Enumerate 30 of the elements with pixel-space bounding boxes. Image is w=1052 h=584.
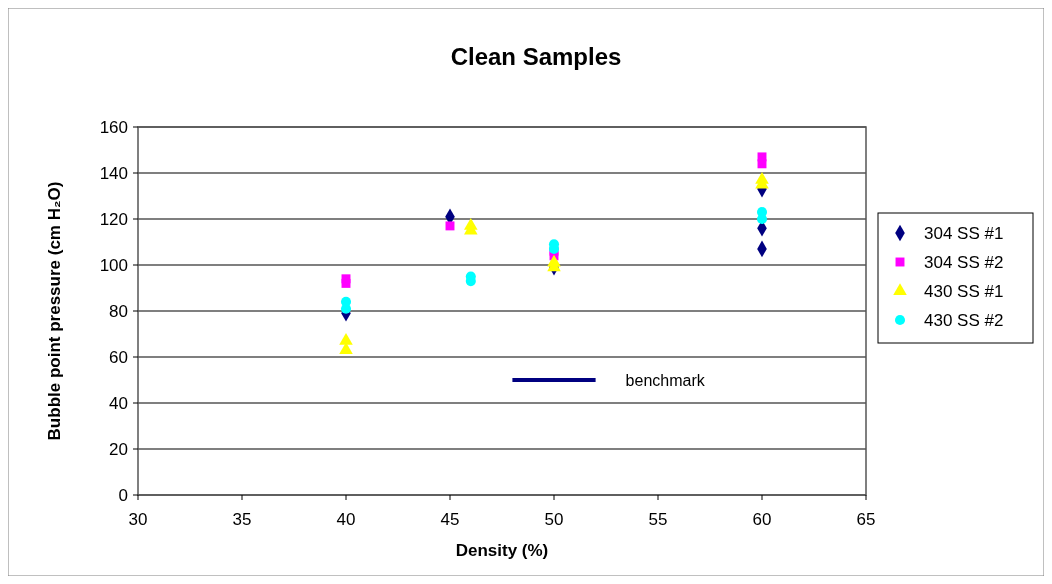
y-tick-label: 20 bbox=[109, 439, 128, 459]
point bbox=[757, 159, 767, 169]
y-tick-label: 60 bbox=[109, 347, 128, 367]
y-tick-label: 0 bbox=[118, 485, 128, 505]
y-tick-label: 80 bbox=[109, 301, 128, 321]
x-tick-label: 35 bbox=[232, 510, 252, 529]
point bbox=[339, 333, 353, 345]
legend-label: 304 SS #2 bbox=[924, 252, 1004, 272]
point bbox=[341, 278, 351, 288]
x-tick-label: 40 bbox=[336, 510, 356, 529]
chart-title: Clean Samples bbox=[450, 43, 622, 70]
y-axis-title: Bubble point pressure (cm H₂O) bbox=[45, 181, 64, 441]
y-tick-label: 100 bbox=[99, 255, 128, 275]
x-tick-label: 60 bbox=[752, 510, 772, 529]
legend-label: 430 SS #2 bbox=[924, 310, 1004, 330]
x-axis-title: Density (%) bbox=[455, 541, 549, 560]
y-tick-label: 160 bbox=[99, 117, 128, 137]
x-tick-label: 30 bbox=[128, 510, 148, 529]
x-tick-label: 45 bbox=[440, 510, 460, 529]
point bbox=[339, 342, 353, 355]
point bbox=[445, 221, 455, 231]
y-tick-label: 120 bbox=[99, 209, 128, 229]
x-tick-label: 55 bbox=[648, 510, 668, 529]
legend-label: 430 SS #1 bbox=[924, 281, 1004, 301]
legend-label: 304 SS #1 bbox=[924, 223, 1004, 243]
y-tick-label: 40 bbox=[109, 393, 128, 413]
x-tick-label: 65 bbox=[856, 510, 876, 529]
annotation: benchmark bbox=[625, 371, 706, 389]
x-tick-label: 50 bbox=[544, 510, 564, 529]
y-tick-label: 140 bbox=[99, 163, 128, 183]
